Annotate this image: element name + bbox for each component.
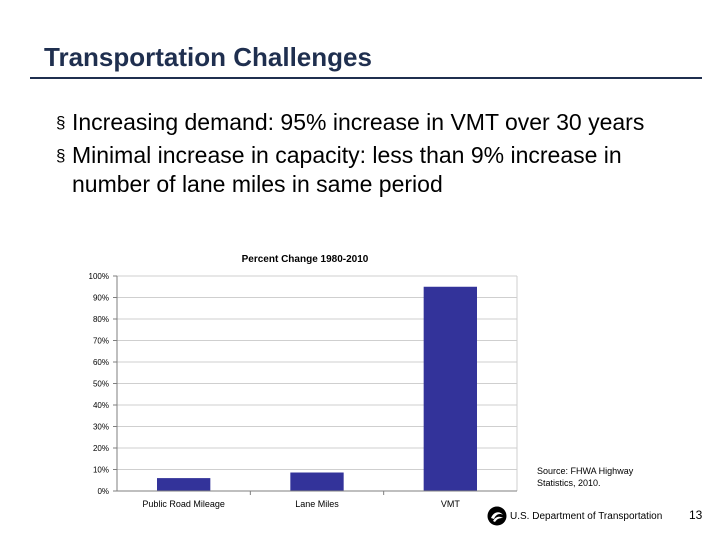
y-tick-label: 100% bbox=[89, 272, 109, 281]
y-tick-label: 10% bbox=[93, 466, 109, 475]
slide-title: Transportation Challenges bbox=[44, 42, 372, 72]
bar bbox=[423, 286, 477, 491]
y-tick-label: 40% bbox=[93, 401, 109, 410]
y-tick-label: 60% bbox=[93, 358, 109, 367]
y-tick-label: 90% bbox=[93, 294, 109, 303]
footer-organization: U.S. Department of Transportation bbox=[510, 511, 663, 522]
chart-title: Percent Change 1980-2010 bbox=[242, 254, 369, 265]
x-tick-label: VMT bbox=[441, 499, 461, 509]
y-tick-label: 20% bbox=[93, 444, 109, 453]
title-divider bbox=[30, 77, 702, 79]
bullet-marker-icon: § bbox=[56, 113, 66, 132]
bar bbox=[290, 472, 344, 491]
y-tick-label: 70% bbox=[93, 337, 109, 346]
y-tick-label: 0% bbox=[97, 487, 109, 496]
bullet-text: Minimal increase in capacity: less than … bbox=[72, 142, 622, 197]
bar bbox=[157, 478, 211, 491]
y-tick-label: 80% bbox=[93, 315, 109, 324]
x-tick-label: Public Road Mileage bbox=[142, 499, 225, 509]
bullet-list: § Increasing demand: 95% increase in VMT… bbox=[56, 108, 696, 203]
bullet-marker-icon: § bbox=[56, 146, 66, 165]
x-tick-label: Lane Miles bbox=[295, 499, 339, 509]
bullet-item: § Minimal increase in capacity: less tha… bbox=[56, 141, 696, 199]
bullet-item: § Increasing demand: 95% increase in VMT… bbox=[56, 108, 696, 137]
page-number: 13 bbox=[689, 508, 703, 522]
y-tick-label: 30% bbox=[93, 423, 109, 432]
bullet-text: Increasing demand: 95% increase in VMT o… bbox=[72, 109, 645, 135]
dot-logo-icon bbox=[487, 506, 507, 526]
source-note: Source: FHWA Highway Statistics, 2010. bbox=[537, 466, 634, 488]
y-tick-label: 50% bbox=[93, 380, 109, 389]
